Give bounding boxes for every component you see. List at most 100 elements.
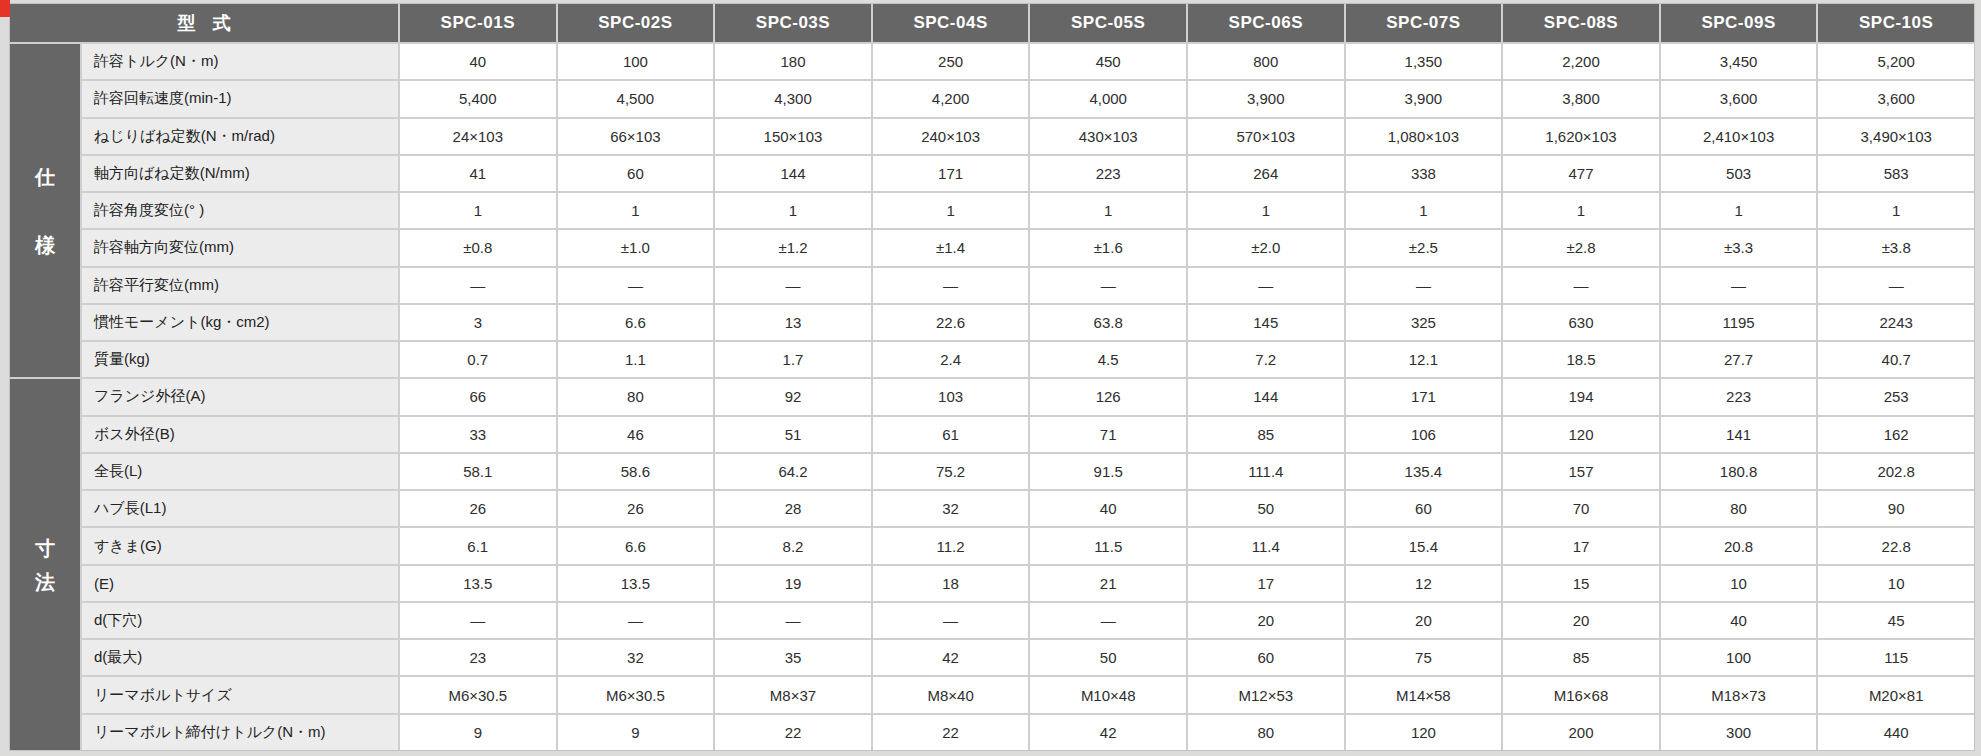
value-cell: 64.2: [715, 454, 871, 489]
value-cell: 1195: [1661, 305, 1817, 340]
value-cell: 4,000: [1030, 81, 1186, 116]
value-cell: 92: [715, 379, 871, 414]
value-cell: —: [873, 268, 1029, 303]
value-cell: 60: [558, 156, 714, 191]
value-cell: 9: [558, 715, 714, 750]
value-cell: 27.7: [1661, 342, 1817, 377]
value-cell: 100: [558, 44, 714, 79]
value-cell: 583: [1818, 156, 1974, 191]
row-label: すきま(G): [82, 528, 398, 563]
spec-table-page: 型 式SPC-01SSPC-02SSPC-03SSPC-04SSPC-05SSP…: [0, 0, 1981, 756]
value-cell: 800: [1188, 44, 1344, 79]
value-cell: 477: [1503, 156, 1659, 191]
value-cell: 26: [400, 491, 556, 526]
col-header-spc-03s: SPC-03S: [715, 4, 871, 42]
value-cell: 20: [1188, 603, 1344, 638]
value-cell: 1,620×103: [1503, 119, 1659, 154]
value-cell: 66: [400, 379, 556, 414]
value-cell: 18.5: [1503, 342, 1659, 377]
value-cell: 3,800: [1503, 81, 1659, 116]
value-cell: 80: [558, 379, 714, 414]
value-cell: 40: [1030, 491, 1186, 526]
value-cell: 180: [715, 44, 871, 79]
value-cell: ±2.0: [1188, 230, 1344, 265]
value-cell: 46: [558, 417, 714, 452]
value-cell: 250: [873, 44, 1029, 79]
value-cell: M8×40: [873, 677, 1029, 712]
value-cell: 11.5: [1030, 528, 1186, 563]
value-cell: —: [400, 603, 556, 638]
value-cell: 13.5: [558, 566, 714, 601]
value-cell: —: [1188, 268, 1344, 303]
value-cell: 41: [400, 156, 556, 191]
col-header-spc-10s: SPC-10S: [1818, 4, 1974, 42]
row-label: 許容軸方向変位(mm): [82, 230, 398, 265]
value-cell: 11.4: [1188, 528, 1344, 563]
value-cell: 23: [400, 640, 556, 675]
value-cell: —: [873, 603, 1029, 638]
value-cell: —: [1346, 268, 1502, 303]
value-cell: 100: [1661, 640, 1817, 675]
row-label: 許容トルク(N・m): [82, 44, 398, 79]
col-header-spc-02s: SPC-02S: [558, 4, 714, 42]
row-label: フランジ外径(A): [82, 379, 398, 414]
value-cell: —: [1030, 603, 1186, 638]
value-cell: 1: [1346, 193, 1502, 228]
value-cell: 135.4: [1346, 454, 1502, 489]
value-cell: 50: [1030, 640, 1186, 675]
value-cell: ±3.3: [1661, 230, 1817, 265]
value-cell: 71: [1030, 417, 1186, 452]
value-cell: —: [558, 603, 714, 638]
value-cell: 253: [1818, 379, 1974, 414]
value-cell: 223: [1030, 156, 1186, 191]
value-cell: 15: [1503, 566, 1659, 601]
value-cell: 223: [1661, 379, 1817, 414]
value-cell: —: [1503, 268, 1659, 303]
value-cell: 60: [1188, 640, 1344, 675]
col-header-spc-06s: SPC-06S: [1188, 4, 1344, 42]
value-cell: 4,200: [873, 81, 1029, 116]
row-label: リーマボルトサイズ: [82, 677, 398, 712]
value-cell: 0.7: [400, 342, 556, 377]
value-cell: 8.2: [715, 528, 871, 563]
value-cell: 26: [558, 491, 714, 526]
section-label-spec: 仕様: [10, 44, 80, 377]
value-cell: 1: [1030, 193, 1186, 228]
value-cell: 20: [1346, 603, 1502, 638]
value-cell: ±1.2: [715, 230, 871, 265]
value-cell: 157: [1503, 454, 1659, 489]
value-cell: 194: [1503, 379, 1659, 414]
section-label-char: 様: [35, 235, 55, 255]
value-cell: 4,300: [715, 81, 871, 116]
row-label: ねじりばね定数(N・m/rad): [82, 119, 398, 154]
value-cell: 4.5: [1030, 342, 1186, 377]
value-cell: 180.8: [1661, 454, 1817, 489]
value-cell: 2,410×103: [1661, 119, 1817, 154]
value-cell: 45: [1818, 603, 1974, 638]
value-cell: 3,900: [1188, 81, 1344, 116]
row-label: 全長(L): [82, 454, 398, 489]
value-cell: M6×30.5: [400, 677, 556, 712]
value-cell: 150×103: [715, 119, 871, 154]
value-cell: 3,600: [1661, 81, 1817, 116]
value-cell: 1: [1503, 193, 1659, 228]
value-cell: M10×48: [1030, 677, 1186, 712]
row-label: d(下穴): [82, 603, 398, 638]
value-cell: 3,450: [1661, 44, 1817, 79]
value-cell: 13: [715, 305, 871, 340]
value-cell: 85: [1188, 417, 1344, 452]
value-cell: M8×37: [715, 677, 871, 712]
row-label: ボス外径(B): [82, 417, 398, 452]
value-cell: 12: [1346, 566, 1502, 601]
value-cell: 70: [1503, 491, 1659, 526]
value-cell: 106: [1346, 417, 1502, 452]
value-cell: ±0.8: [400, 230, 556, 265]
value-cell: M16×68: [1503, 677, 1659, 712]
value-cell: 12.1: [1346, 342, 1502, 377]
value-cell: 1: [1188, 193, 1344, 228]
value-cell: 60: [1346, 491, 1502, 526]
value-cell: —: [558, 268, 714, 303]
value-cell: —: [1661, 268, 1817, 303]
value-cell: ±1.4: [873, 230, 1029, 265]
value-cell: 162: [1818, 417, 1974, 452]
